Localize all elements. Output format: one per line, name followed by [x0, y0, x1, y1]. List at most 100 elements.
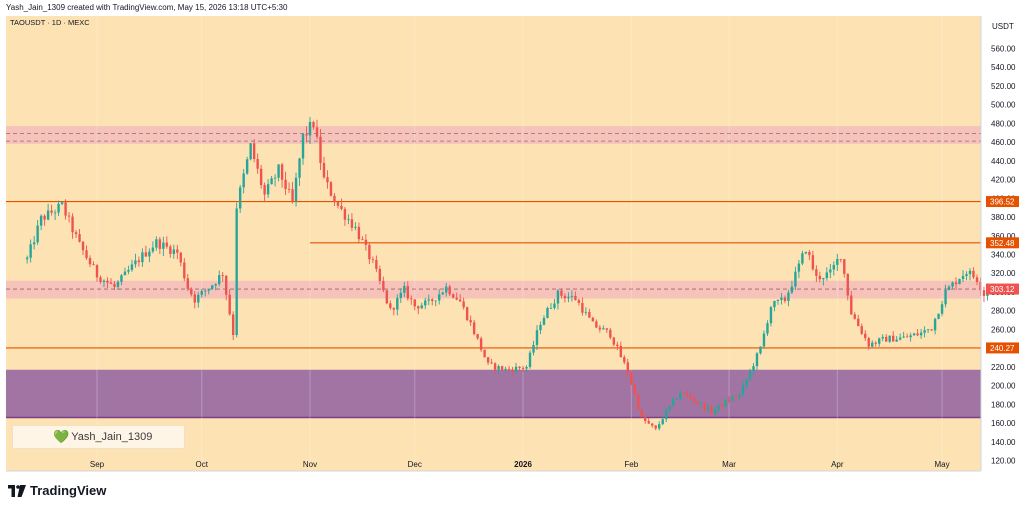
candle-body [591, 317, 595, 322]
candle-body [389, 303, 392, 308]
candle-body [647, 420, 650, 424]
candle-body [633, 384, 636, 395]
candle-body [567, 296, 570, 299]
candle-body [710, 407, 713, 414]
candle-body [685, 393, 689, 396]
candle-body [864, 333, 867, 339]
grid-layer [96, 16, 943, 471]
price-tick-label: 160.00 [991, 419, 1016, 428]
price-tick-label: 440.00 [991, 157, 1016, 166]
price-tag-240.27 [986, 342, 1019, 354]
candle-body [39, 215, 43, 226]
candle-body [661, 419, 664, 425]
candle-body [731, 397, 734, 401]
candle-body [717, 404, 720, 410]
candle-body [919, 332, 923, 336]
candles-layer [25, 116, 993, 431]
candle-body [350, 219, 354, 228]
candle-body [818, 275, 822, 280]
price-tick-label: 500.00 [991, 101, 1016, 110]
candle-body [218, 275, 221, 285]
price-tick-label: 520.00 [991, 82, 1016, 91]
time-tick-dec: Dec [408, 460, 422, 469]
candle-body [804, 251, 808, 254]
candle-body [375, 259, 378, 270]
candle-body [703, 403, 706, 410]
tradingview-brand[interactable]: TradingView [8, 483, 106, 498]
candle-body [259, 168, 263, 186]
chart-attribution: Yash_Jain_1309 created with TradingView.… [6, 3, 288, 12]
candle-body [895, 339, 898, 342]
candle-body [294, 177, 298, 202]
candle-body [176, 249, 179, 253]
candle-body [396, 297, 399, 310]
levels-layer [6, 200, 981, 349]
candle-body [874, 342, 877, 344]
candle-body [287, 188, 291, 190]
candle-body [465, 307, 469, 321]
time-tick-2026: 2026 [514, 460, 532, 469]
candle-body [151, 247, 155, 252]
candle-body [455, 297, 458, 300]
price-tag-label: 240.27 [990, 344, 1015, 353]
candle-body [975, 277, 979, 282]
candle-body [801, 253, 804, 264]
candle-body [88, 258, 92, 265]
candle-body [668, 405, 671, 410]
author-watermark: 💚 Yash_Jain_1309 [12, 425, 185, 449]
candle-body [179, 252, 183, 263]
candle-body [490, 362, 493, 364]
candle-body [766, 323, 769, 334]
candle-body [912, 333, 916, 336]
candle-body [724, 400, 727, 407]
candle-body [424, 300, 427, 306]
time-tick-may: May [935, 460, 950, 469]
candle-body [961, 275, 965, 280]
candle-body [493, 363, 497, 370]
candle-body [186, 278, 189, 289]
time-tick-feb: Feb [624, 460, 638, 469]
candle-body [50, 210, 53, 213]
candle-body [734, 397, 738, 398]
candle-body [682, 393, 685, 394]
candle-body [263, 185, 266, 195]
candle-body [427, 299, 430, 301]
candle-body [898, 337, 902, 340]
pivot-zone [6, 280, 981, 299]
candle-body [738, 394, 741, 398]
candle-body [53, 212, 57, 214]
candle-body [860, 326, 863, 334]
candle-body [954, 282, 958, 285]
time-axis: Sep Oct Nov Dec 2026 Feb Mar Apr May [6, 460, 981, 472]
candle-body [965, 274, 968, 276]
candle-body [148, 251, 151, 257]
candle-body [155, 239, 158, 248]
candle-body [130, 264, 134, 270]
time-tick-mar: Mar [722, 460, 736, 469]
candle-body [595, 321, 598, 328]
candle-body [252, 143, 256, 160]
candle-body [678, 393, 682, 399]
candle-body [696, 401, 699, 404]
candle-body [811, 255, 815, 270]
candle-body [637, 394, 640, 410]
candle-body [762, 333, 766, 347]
candle-body [909, 335, 912, 338]
candle-body [808, 251, 811, 256]
candle-body [563, 295, 567, 299]
candle-body [472, 322, 476, 335]
candle-body [839, 259, 842, 260]
candle-body [602, 328, 605, 330]
candle-body [549, 307, 553, 309]
candle-body [284, 179, 287, 189]
candle-body [169, 246, 172, 254]
candle-body [535, 330, 539, 345]
candle-body [584, 311, 588, 313]
candle-body [560, 290, 563, 296]
candle-body [574, 295, 577, 301]
candle-body [773, 300, 776, 308]
candle-body [392, 307, 396, 310]
candle-body [748, 370, 752, 380]
candle-body [930, 329, 933, 331]
